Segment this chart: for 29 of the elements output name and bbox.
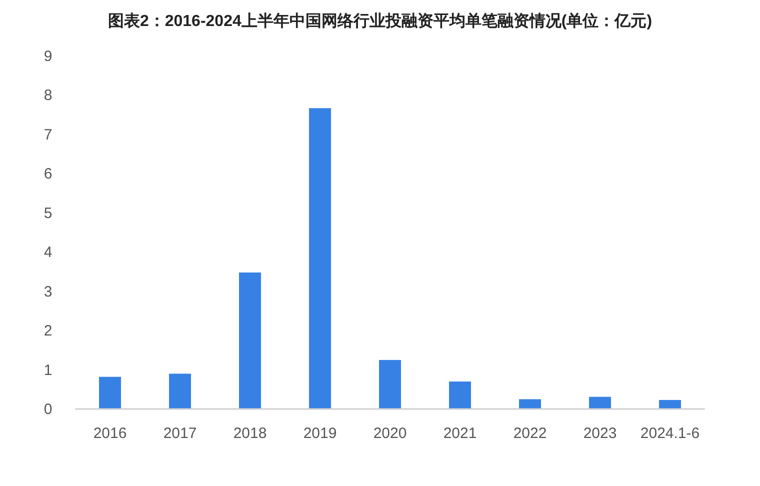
y-tick-label: 6: [44, 166, 52, 183]
y-tick-label: 8: [44, 87, 52, 104]
y-tick-label: 5: [44, 204, 52, 222]
y-tick-label: 3: [44, 283, 52, 300]
y-tick-label: 7: [44, 126, 52, 144]
bar: [239, 272, 261, 409]
chart-title: 图表2：2016-2024上半年中国网络行业投融资平均单笔融资情况(单位：亿元): [108, 12, 652, 30]
x-tick-label: 2020: [373, 425, 407, 442]
bar: [589, 396, 611, 409]
y-tick-label: 1: [44, 362, 52, 379]
y-tick-label: 9: [44, 48, 52, 65]
x-tick-label: 2022: [513, 425, 547, 442]
x-tick-label: 2019: [303, 425, 337, 442]
x-tick-label: 2023: [583, 425, 617, 442]
y-tick-label: 0: [44, 401, 52, 418]
x-tick-label: 2021: [443, 425, 477, 442]
bar: [309, 108, 331, 409]
bar: [99, 376, 121, 409]
bar: [519, 399, 541, 409]
bar: [659, 400, 681, 409]
x-tick-label: 2024.1-6: [640, 425, 700, 442]
y-tick-label: 4: [44, 244, 52, 262]
bar: [169, 374, 191, 409]
bar: [379, 360, 401, 409]
x-tick-label: 2018: [233, 425, 267, 442]
x-tick-label: 2017: [163, 425, 197, 442]
bar: [449, 382, 471, 409]
x-tick-label: 2016: [93, 425, 127, 442]
y-tick-label: 2: [44, 322, 52, 340]
